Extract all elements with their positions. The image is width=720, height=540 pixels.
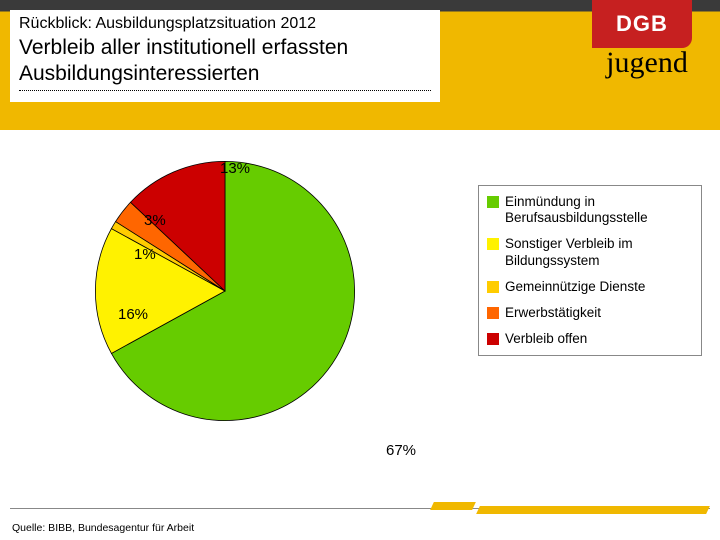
pie-pct-label: 16% (118, 306, 148, 323)
legend-label: Erwerbstätigkeit (505, 305, 601, 321)
logo-script: jugend (592, 46, 702, 80)
source-text: Quelle: BIBB, Bundesagentur für Arbeit (12, 522, 194, 534)
legend-swatch (487, 281, 499, 293)
headline-text: Verbleib aller institutionell erfassten … (19, 35, 431, 91)
pie-pct-label: 3% (144, 212, 166, 229)
legend-label: Verbleib offen (505, 331, 587, 347)
pie-svg (90, 156, 360, 426)
title-box: Rückblick: Ausbildungsplatzsituation 201… (10, 10, 440, 102)
eyebrow-text: Rückblick: Ausbildungsplatzsituation 201… (19, 15, 431, 33)
footer-accent (430, 502, 476, 510)
legend-item: Erwerbstätigkeit (487, 305, 693, 321)
legend-label: Einmündung in Berufsausbildungsstelle (505, 194, 693, 226)
footer: Quelle: BIBB, Bundesagentur für Arbeit (0, 490, 720, 540)
pie-pct-label: 1% (134, 246, 156, 263)
legend-swatch (487, 307, 499, 319)
legend-item: Verbleib offen (487, 331, 693, 347)
legend-item: Gemeinnützige Dienste (487, 279, 693, 295)
legend-swatch (487, 333, 499, 345)
header-banner: Rückblick: Ausbildungsplatzsituation 201… (0, 0, 720, 130)
legend-label: Gemeinnützige Dienste (505, 279, 645, 295)
legend-item: Sonstiger Verbleib im Bildungssystem (487, 236, 693, 268)
legend: Einmündung in Berufsausbildungsstelle Son… (478, 185, 702, 356)
pie-pct-label: 67% (386, 442, 416, 459)
logo-badge: DGB (592, 0, 692, 48)
pie-chart: 67%16%1%3%13% (90, 156, 360, 426)
legend-label: Sonstiger Verbleib im Bildungssystem (505, 236, 693, 268)
legend-swatch (487, 196, 499, 208)
legend-swatch (487, 238, 499, 250)
chart-area: 67% 16% 1% 3% 13% Einmündung in Berufsausbil… (0, 130, 720, 490)
footer-accent (476, 506, 710, 514)
logo: DGB jugend (592, 0, 702, 100)
pie-pct-label: 13% (220, 160, 250, 177)
legend-item: Einmündung in Berufsausbildungsstelle (487, 194, 693, 226)
